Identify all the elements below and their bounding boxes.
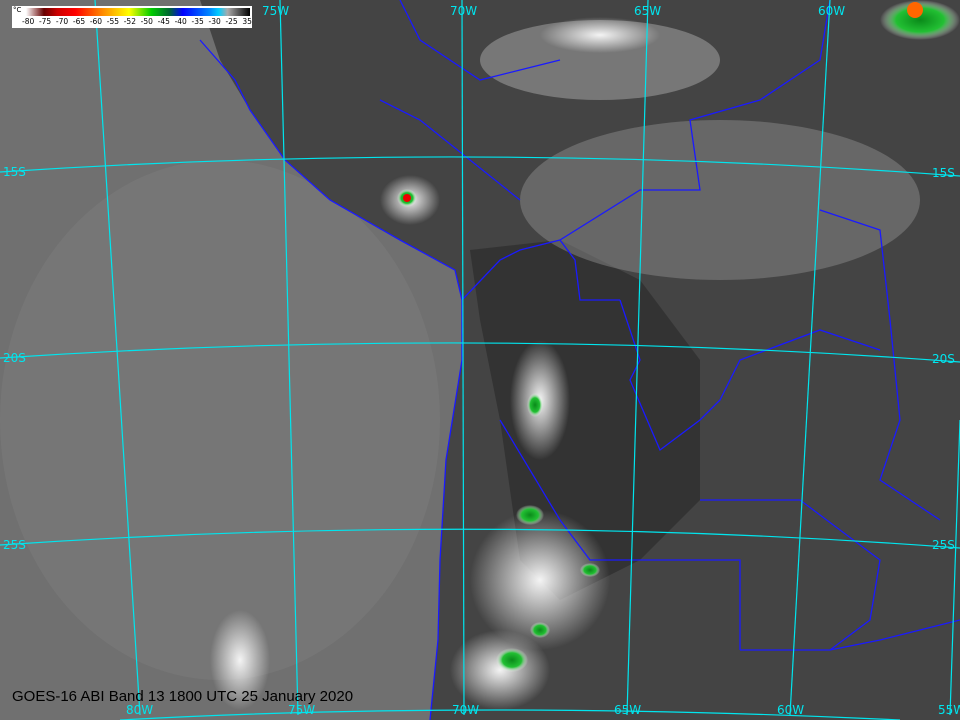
grid-labels: 75W 70W 65W 60W 80W 75W 70W 65W 60W 55W … xyxy=(3,4,960,717)
legend-unit: °C xyxy=(13,6,22,14)
legend-color-bar xyxy=(26,8,250,16)
grid-label: 60W xyxy=(818,4,845,18)
legend-tick: 35 xyxy=(242,17,252,26)
grid-label: 75W xyxy=(262,4,289,18)
country-borders xyxy=(199,0,960,720)
ocean-haze xyxy=(0,160,440,680)
grid-label: 70W xyxy=(450,4,477,18)
image-caption: GOES-16 ABI Band 13 1800 UTC 25 January … xyxy=(12,688,354,705)
legend-tick: -70 xyxy=(55,17,69,26)
grid-label: 80W xyxy=(126,703,153,717)
grid-label: 75W xyxy=(288,703,315,717)
cloud-deck xyxy=(520,120,920,280)
grid-label: 20S xyxy=(932,352,955,366)
legend-tick: -30 xyxy=(208,17,221,26)
grid-label: 25S xyxy=(932,538,955,552)
legend-tick: -75 xyxy=(38,17,52,26)
legend-tick: -25 xyxy=(225,17,238,26)
legend-tick: -52 xyxy=(123,17,136,26)
grid-label: 65W xyxy=(634,4,661,18)
legend-ticks: -80 -75 -70 -65 -60 -55 -52 -50 -45 -40 -35 -30 -25 3… xyxy=(22,17,252,26)
legend-tick: -50 xyxy=(140,17,153,26)
legend-tick: -65 xyxy=(72,17,86,26)
temperature-color-legend: °C -80 -75 -70 -65 -60 -55 -52 -50 -45 -40 -35 -30-… xyxy=(12,6,252,28)
grid-label: 15S xyxy=(3,165,26,179)
legend-tick: -35 xyxy=(191,17,204,26)
legend-tick: -40 xyxy=(174,17,187,26)
grid-label: 15S xyxy=(932,166,955,180)
legend-tick: -45 xyxy=(157,17,170,26)
legend-tick: -55 xyxy=(106,17,120,26)
cloud-deck xyxy=(480,20,720,100)
grid-label: 65W xyxy=(614,703,641,717)
grid-label: 55W xyxy=(938,703,960,717)
legend-tick: -80 xyxy=(22,17,35,26)
grid-label: 20S xyxy=(3,351,26,365)
grid-label: 60W xyxy=(777,703,804,717)
legend-tick: -60 xyxy=(89,17,103,26)
grid-label: 25S xyxy=(3,538,26,552)
convective-clouds xyxy=(210,0,960,710)
grid-label: 70W xyxy=(452,703,479,717)
